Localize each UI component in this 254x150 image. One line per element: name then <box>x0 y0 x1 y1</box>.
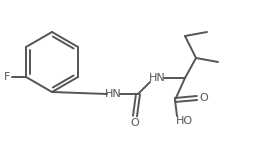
Text: HN: HN <box>148 73 165 83</box>
Text: HN: HN <box>104 89 121 99</box>
Text: F: F <box>4 72 10 82</box>
Text: O: O <box>199 93 208 103</box>
Text: HO: HO <box>175 116 192 126</box>
Text: O: O <box>130 118 139 128</box>
